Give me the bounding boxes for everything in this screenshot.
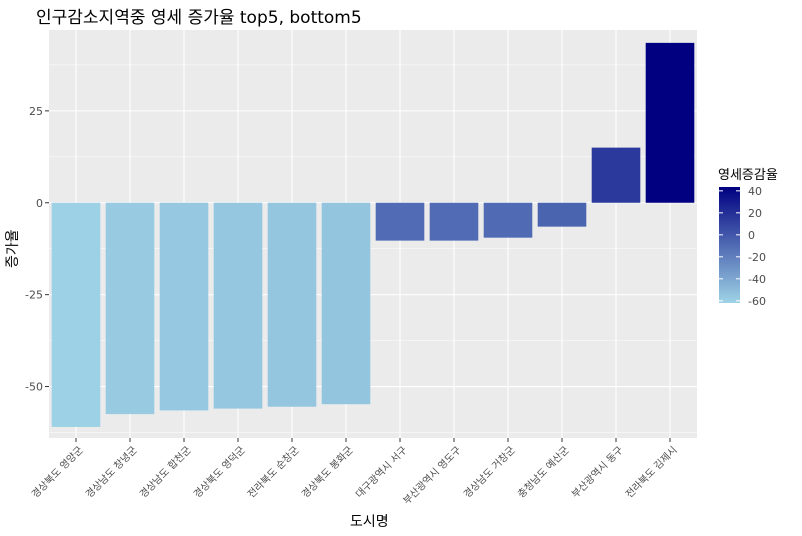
legend-tick-label: -60 xyxy=(748,295,766,308)
x-tick-label: 충청남도 예산군 xyxy=(515,444,571,500)
x-tick-label: 경상북도 영덕군 xyxy=(191,443,248,500)
y-tick-label: -25 xyxy=(25,289,43,302)
y-tick-label: 25 xyxy=(29,105,43,118)
bar xyxy=(591,147,641,203)
x-tick-label: 경상남도 합천군 xyxy=(137,443,194,500)
x-tick-label: 전라북도 김제시 xyxy=(623,444,679,500)
legend-colorbar xyxy=(719,187,740,303)
x-axis-label: 도시명 xyxy=(350,514,389,530)
y-tick-label: -50 xyxy=(25,381,43,394)
bar xyxy=(159,202,209,411)
bar xyxy=(213,202,263,409)
y-axis: 25 0 -25 -50 xyxy=(25,105,49,394)
legend-tick-label: 0 xyxy=(748,229,755,242)
legend-tick-label: -40 xyxy=(748,273,766,286)
x-tick-label: 전라북도 순창군 xyxy=(245,444,301,500)
legend-tick-label: -20 xyxy=(748,251,766,264)
x-tick-label: 대구광역시 서구 xyxy=(353,444,409,500)
color-legend: 40 20 0 -20 -40 -60 xyxy=(719,185,766,308)
bar xyxy=(51,202,101,427)
bar xyxy=(429,202,479,241)
bar xyxy=(483,202,533,238)
x-tick-label: 경상북도 영양군 xyxy=(29,443,86,500)
x-tick-label: 경상북도 봉화군 xyxy=(299,443,356,500)
legend-tick-label: 40 xyxy=(748,185,762,198)
bar xyxy=(105,202,155,415)
chart-title: 인구감소지역중 영세 증가율 top5, bottom5 xyxy=(36,8,362,28)
bar xyxy=(321,202,371,405)
bar xyxy=(375,202,425,241)
bars xyxy=(51,42,695,427)
bar xyxy=(645,42,695,203)
bar xyxy=(537,202,587,227)
y-axis-label: 증가율 xyxy=(5,229,21,268)
legend-title: 영세증감율 xyxy=(718,168,778,183)
y-tick-label: 0 xyxy=(36,197,43,210)
legend-tick-label: 20 xyxy=(748,207,762,220)
x-tick-label: 경상남도 창녕군 xyxy=(83,443,140,500)
plot-panel xyxy=(49,30,697,438)
x-tick-label: 부산광역시 동구 xyxy=(569,444,625,500)
x-tick-label: 부산광역시 영도구 xyxy=(401,444,464,507)
x-tick-label: 경상남도 거창군 xyxy=(461,443,518,500)
bar xyxy=(267,202,317,407)
